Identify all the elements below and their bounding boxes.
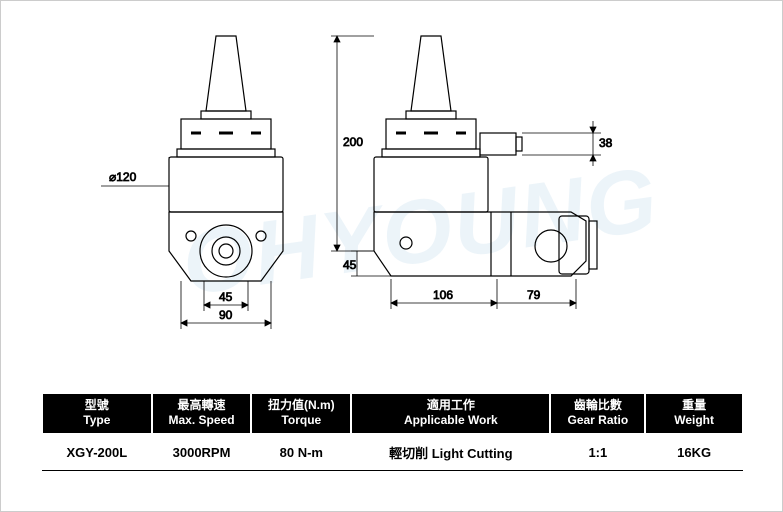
cell-ratio: 1:1 bbox=[550, 434, 645, 471]
side-dimensions: 200 45 38 106 79 bbox=[331, 36, 613, 309]
header-ratio: 齒輪比數Gear Ratio bbox=[550, 393, 645, 434]
front-dimensions: ⌀120 45 90 bbox=[101, 157, 271, 329]
dim-45: 45 bbox=[219, 290, 233, 304]
front-view bbox=[169, 36, 283, 281]
header-torque: 扭力值(N.m)Torque bbox=[251, 393, 351, 434]
cell-maxspeed: 3000RPM bbox=[152, 434, 252, 471]
dim-38: 38 bbox=[599, 136, 613, 150]
header-work: 適用工作Applicable Work bbox=[351, 393, 550, 434]
table-row: XGY-200L 3000RPM 80 N-m 輕切削 Light Cuttin… bbox=[42, 434, 743, 471]
technical-drawing: ⌀120 45 90 bbox=[41, 21, 741, 371]
side-view bbox=[374, 36, 597, 276]
dim-45v: 45 bbox=[343, 258, 357, 272]
dim-200: 200 bbox=[343, 135, 363, 149]
cell-torque: 80 N-m bbox=[251, 434, 351, 471]
cell-type: XGY-200L bbox=[42, 434, 152, 471]
table-header-row: 型號Type 最高轉速Max. Speed 扭力值(N.m)Torque 適用工… bbox=[42, 393, 743, 434]
header-type: 型號Type bbox=[42, 393, 152, 434]
dim-diameter: ⌀120 bbox=[109, 170, 137, 184]
dim-79: 79 bbox=[527, 288, 541, 302]
cell-weight: 16KG bbox=[645, 434, 743, 471]
dim-90: 90 bbox=[219, 308, 233, 322]
header-weight: 重量Weight bbox=[645, 393, 743, 434]
header-maxspeed: 最高轉速Max. Speed bbox=[152, 393, 252, 434]
cell-work: 輕切削 Light Cutting bbox=[351, 434, 550, 471]
spec-table: 型號Type 最高轉速Max. Speed 扭力值(N.m)Torque 適用工… bbox=[41, 392, 744, 471]
dim-106: 106 bbox=[433, 288, 453, 302]
